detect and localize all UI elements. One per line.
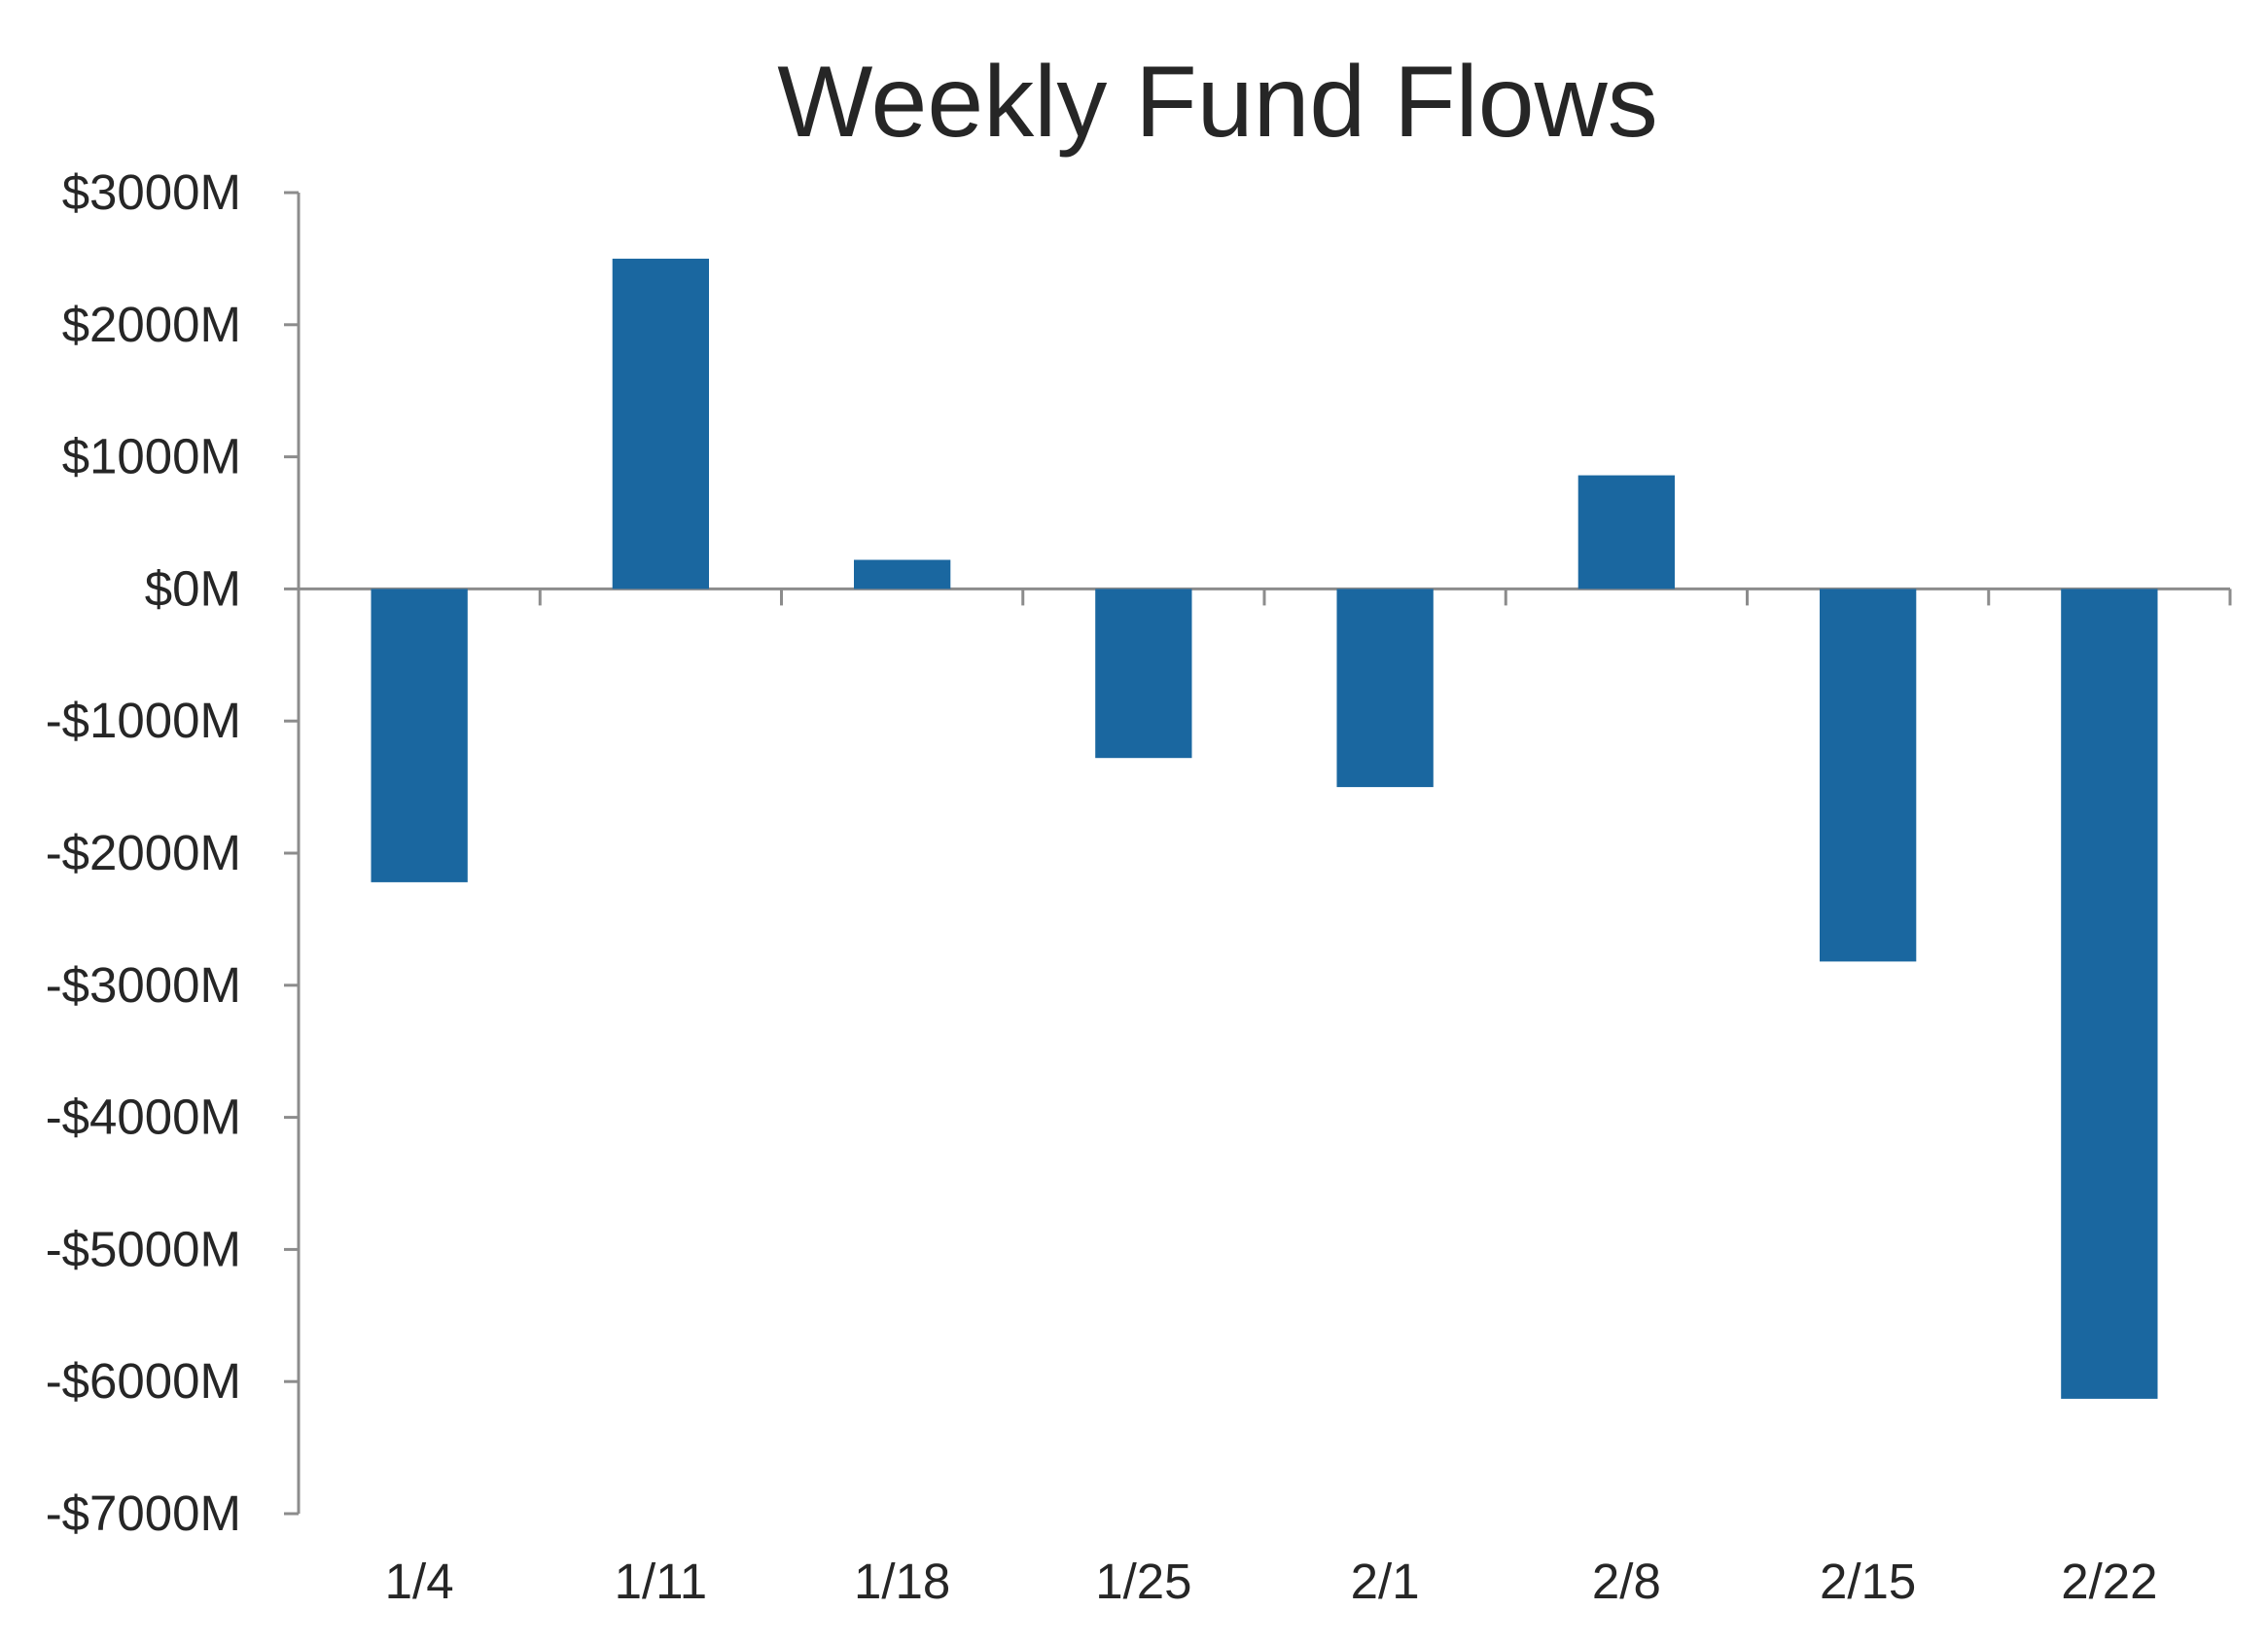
x-tick-label: 1/18: [854, 1554, 950, 1609]
y-tick-label: -$1000M: [46, 693, 241, 748]
bar-1-18: [854, 559, 951, 590]
axes: [297, 193, 2230, 1514]
y-tick-label: $1000M: [62, 429, 241, 484]
x-tick-label: 2/8: [1592, 1554, 1661, 1609]
bar-2-15: [1820, 589, 1917, 962]
x-tick-label: 2/15: [1820, 1554, 1916, 1609]
x-tick-label: 2/1: [1351, 1554, 1420, 1609]
bar-1-25: [1095, 589, 1192, 759]
x-axis-ticks: 1/4 1/11 1/18 1/25 2/1 2/8 2/15 2/22: [297, 589, 2232, 1609]
y-axis-ticks: $3000M $2000M $1000M $0M -$1000M -$2000M -$300…: [46, 164, 299, 1541]
chart-title: Weekly Fund Flows: [777, 46, 1657, 159]
bar-1-4: [371, 589, 468, 882]
y-tick-label: -$4000M: [46, 1090, 241, 1145]
bar-1-11: [612, 258, 709, 590]
x-tick-label: 2/22: [2061, 1554, 2157, 1609]
bars: [371, 258, 2158, 1399]
x-tick-label: 1/25: [1095, 1554, 1191, 1609]
bar-2-1: [1336, 589, 1434, 788]
y-tick-label: -$7000M: [46, 1485, 241, 1541]
x-tick-label: 1/4: [385, 1554, 454, 1609]
y-tick-label: $3000M: [62, 164, 241, 220]
y-tick-label: -$6000M: [46, 1353, 241, 1409]
y-tick-label: -$3000M: [46, 957, 241, 1013]
bar-2-22: [2061, 589, 2158, 1399]
y-tick-label: $0M: [145, 560, 241, 616]
y-tick-label: $2000M: [62, 297, 241, 352]
x-tick-label: 1/11: [615, 1554, 707, 1609]
y-tick-label: -$2000M: [46, 825, 241, 880]
bar-2-8: [1577, 475, 1675, 590]
y-tick-label: -$5000M: [46, 1221, 241, 1276]
